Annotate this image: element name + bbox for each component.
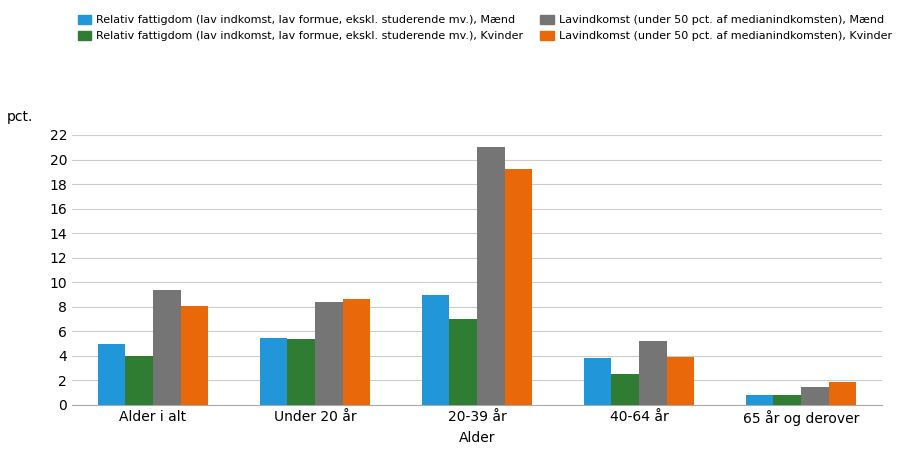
Bar	[639, 341, 667, 405]
Bar	[287, 339, 315, 405]
Bar	[260, 338, 287, 405]
Bar	[584, 358, 611, 405]
Bar	[422, 295, 449, 405]
Bar	[343, 299, 370, 405]
Bar	[449, 319, 477, 405]
Bar	[746, 395, 773, 405]
Bar	[801, 387, 829, 405]
X-axis label: Alder: Alder	[459, 432, 495, 446]
Bar	[315, 302, 343, 405]
Legend: Relativ fattigdom (lav indkomst, lav formue, ekskl. studerende mv.), Mænd, Relat: Relativ fattigdom (lav indkomst, lav for…	[77, 14, 892, 41]
Bar	[181, 306, 208, 405]
Bar	[125, 356, 153, 405]
Bar	[611, 374, 639, 405]
Bar	[667, 357, 694, 405]
Bar	[829, 382, 856, 405]
Text: pct.: pct.	[7, 110, 33, 124]
Bar	[773, 395, 801, 405]
Bar	[153, 290, 181, 405]
Bar	[98, 344, 125, 405]
Bar	[505, 169, 532, 405]
Bar	[477, 147, 505, 405]
